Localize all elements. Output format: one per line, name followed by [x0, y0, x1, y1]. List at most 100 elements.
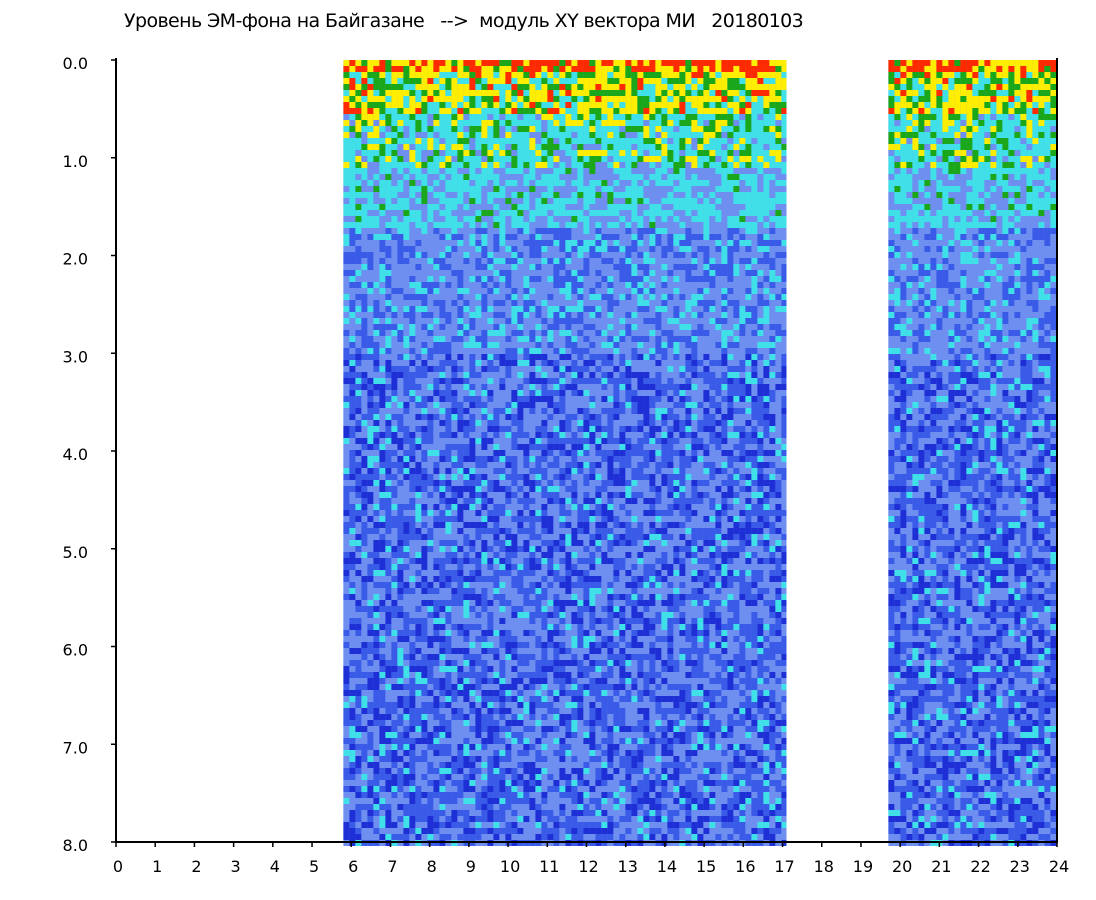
heatmap-cell	[577, 156, 584, 162]
heatmap-cell	[709, 120, 716, 126]
heatmap-cell	[499, 84, 506, 90]
heatmap-cell	[625, 342, 632, 348]
heatmap-cell	[421, 456, 428, 462]
heatmap-cell	[343, 204, 350, 210]
heatmap-cell	[739, 102, 746, 108]
heatmap-cell	[445, 150, 452, 156]
heatmap-cell	[481, 324, 488, 330]
heatmap-cell	[361, 132, 368, 138]
heatmap-cell	[691, 246, 698, 252]
heatmap-cell	[457, 354, 464, 360]
heatmap-cell	[679, 432, 686, 438]
heatmap-cell	[451, 288, 458, 294]
heatmap-cell	[463, 366, 470, 372]
heatmap-cell	[739, 138, 746, 144]
heatmap-cell	[343, 162, 350, 168]
heatmap-cell	[733, 60, 740, 66]
heatmap-cell	[529, 330, 536, 336]
heatmap-cell	[751, 210, 758, 216]
heatmap-cell	[445, 390, 452, 396]
heatmap-cell	[373, 138, 380, 144]
heatmap-cell	[379, 252, 386, 258]
heatmap-cell	[547, 444, 554, 450]
heatmap-cell	[619, 96, 626, 102]
heatmap-cell	[673, 246, 680, 252]
heatmap-cell	[679, 456, 686, 462]
heatmap-cell	[535, 444, 542, 450]
heatmap-cell	[691, 414, 698, 420]
heatmap-cell	[697, 276, 704, 282]
heatmap-cell	[457, 72, 464, 78]
heatmap-cell	[403, 252, 410, 258]
heatmap-cell	[565, 432, 572, 438]
heatmap-cell	[577, 300, 584, 306]
heatmap-cell	[661, 84, 668, 90]
heatmap-cell	[643, 132, 650, 138]
heatmap-cell	[751, 390, 758, 396]
heatmap-cell	[571, 294, 578, 300]
heatmap-cell	[517, 366, 524, 372]
heatmap-cell	[481, 450, 488, 456]
heatmap-cell	[559, 144, 566, 150]
heatmap-cell	[427, 258, 434, 264]
heatmap-cell	[781, 216, 787, 222]
heatmap-cell	[385, 270, 392, 276]
heatmap-cell	[529, 306, 536, 312]
heatmap-cell	[613, 372, 620, 378]
heatmap-cell	[613, 408, 620, 414]
heatmap-cell	[769, 426, 776, 432]
heatmap-cell	[721, 444, 728, 450]
heatmap-cell	[421, 216, 428, 222]
heatmap-cell	[517, 330, 524, 336]
heatmap-cell	[397, 432, 404, 438]
heatmap-cell	[529, 66, 536, 72]
heatmap-cell	[409, 174, 416, 180]
heatmap-cell	[697, 66, 704, 72]
heatmap-cell	[637, 198, 644, 204]
heatmap-cell	[613, 234, 620, 240]
heatmap-cell	[739, 60, 746, 66]
heatmap-cell	[757, 60, 764, 66]
heatmap-cell	[667, 324, 674, 330]
heatmap-cell	[697, 114, 704, 120]
heatmap-cell	[691, 276, 698, 282]
heatmap-cell	[463, 84, 470, 90]
heatmap-cell	[385, 174, 392, 180]
heatmap-cell	[367, 204, 374, 210]
heatmap-cell	[679, 252, 686, 258]
heatmap-cell	[763, 330, 770, 336]
heatmap-cell	[577, 120, 584, 126]
heatmap-cell	[589, 72, 596, 78]
heatmap-cell	[727, 180, 734, 186]
heatmap-cell	[619, 294, 626, 300]
heatmap-cell	[619, 138, 626, 144]
heatmap-cell	[517, 462, 524, 468]
heatmap-cell	[385, 180, 392, 186]
heatmap-cell	[391, 450, 398, 456]
heatmap-cell	[523, 342, 530, 348]
heatmap-cell	[661, 276, 668, 282]
heatmap-cell	[709, 414, 716, 420]
heatmap-cell	[667, 108, 674, 114]
heatmap-cell	[385, 420, 392, 426]
heatmap-cell	[361, 204, 368, 210]
heatmap-cell	[553, 210, 560, 216]
heatmap-cell	[619, 72, 626, 78]
heatmap-cell	[433, 342, 440, 348]
heatmap-cell	[775, 420, 782, 426]
heatmap-cell	[589, 108, 596, 114]
heatmap-cell	[559, 198, 566, 204]
heatmap-cell	[547, 222, 554, 228]
heatmap-cell	[745, 456, 752, 462]
heatmap-cell	[691, 168, 698, 174]
heatmap-cell	[685, 78, 692, 84]
heatmap-cell	[643, 384, 650, 390]
heatmap-cell	[427, 60, 434, 66]
heatmap-cell	[451, 450, 458, 456]
heatmap-cell	[745, 234, 752, 240]
heatmap-cell	[763, 432, 770, 438]
heatmap-cell	[625, 456, 632, 462]
heatmap-cell	[487, 198, 494, 204]
heatmap-cell	[553, 348, 560, 354]
heatmap-cell	[445, 96, 452, 102]
